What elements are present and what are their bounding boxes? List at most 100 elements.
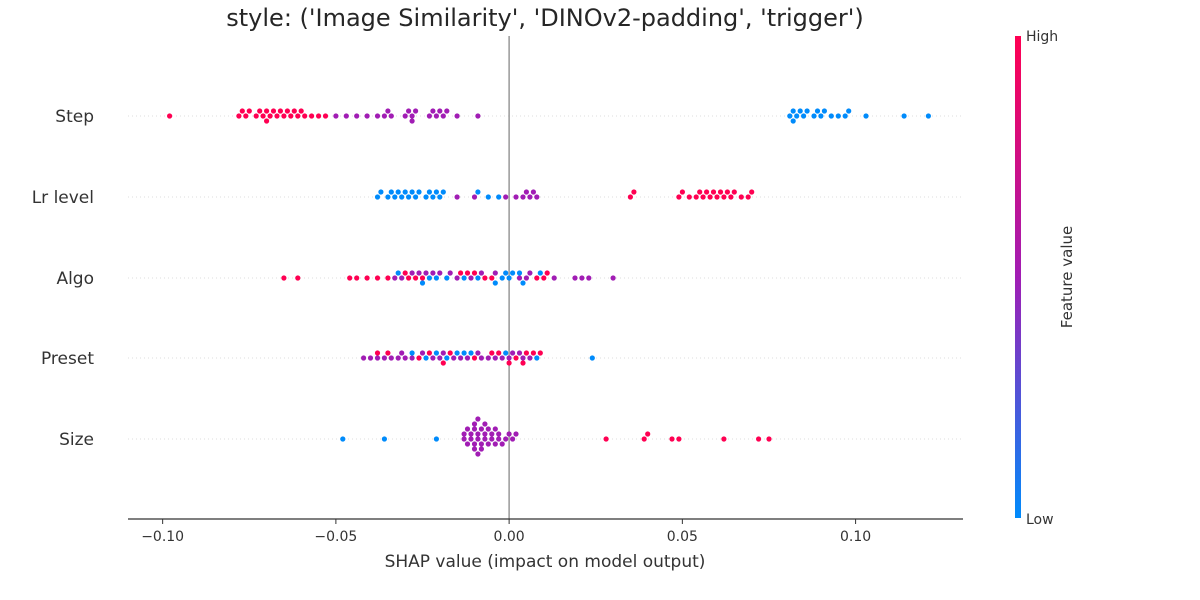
- point-1-0-5: [395, 189, 401, 195]
- point-0-2-6: [804, 108, 810, 114]
- data-points: [167, 108, 932, 457]
- point-3-0-20: [499, 355, 505, 361]
- point-2-1-16: [572, 275, 578, 281]
- point-2-0-1: [295, 275, 301, 281]
- point-4-1-11: [475, 431, 481, 437]
- point-0-1-17: [440, 113, 446, 119]
- point-3-0-7: [402, 355, 408, 361]
- point-4-1-18: [482, 431, 488, 437]
- point-4-2-3: [669, 436, 675, 442]
- point-0-2-1: [790, 108, 796, 114]
- point-2-0-17: [541, 275, 547, 281]
- point-0-2-13: [842, 113, 848, 119]
- point-3-2-6: [468, 350, 474, 356]
- point-0-1-2: [354, 113, 360, 119]
- point-3-0-24: [520, 355, 526, 361]
- point-0-1-6: [385, 108, 391, 114]
- point-0-0-7: [260, 113, 266, 119]
- point-2-0-10: [419, 275, 426, 281]
- point-2-2-4: [444, 275, 450, 281]
- feature-label-3: Preset: [41, 349, 94, 369]
- point-2-1-10: [478, 270, 484, 276]
- point-2-1-12: [516, 275, 523, 281]
- point-0-1-12: [413, 108, 419, 114]
- point-4-0-1: [381, 436, 387, 442]
- point-2-2-10: [506, 275, 512, 281]
- point-0-2-7: [811, 113, 817, 119]
- point-2-2-2: [426, 275, 432, 281]
- point-3-1-2: [416, 355, 422, 361]
- point-0-2-11: [828, 113, 834, 119]
- point-2-0-2: [347, 275, 353, 281]
- point-1-0-8: [406, 194, 412, 200]
- point-2-1-4: [423, 270, 429, 276]
- point-3-0-5: [395, 355, 401, 361]
- feature-label-2: Algo: [56, 269, 94, 289]
- point-3-0-4: [388, 355, 394, 361]
- point-0-0-15: [284, 108, 290, 114]
- point-4-1-16: [478, 446, 484, 452]
- point-3-1-3: [426, 350, 432, 356]
- point-0-0-12: [274, 113, 280, 119]
- point-4-2-5: [721, 436, 727, 442]
- point-3-0-2: [374, 355, 381, 361]
- point-4-1-12: [475, 451, 481, 457]
- point-1-0-7: [402, 189, 408, 195]
- point-2-1-8: [454, 275, 460, 281]
- point-3-0-23: [516, 350, 523, 356]
- point-0-1-1: [343, 113, 349, 119]
- point-0-0-11: [270, 108, 277, 114]
- point-0-1-13: [426, 113, 432, 119]
- point-0-2-16: [901, 113, 907, 119]
- point-2-0-18: [544, 270, 550, 276]
- point-3-2-9: [589, 355, 595, 361]
- point-3-0-19: [492, 355, 498, 361]
- point-1-2-3: [679, 189, 686, 195]
- point-0-0-0: [167, 113, 173, 119]
- point-2-1-11: [492, 270, 498, 276]
- point-4-1-23: [489, 431, 495, 437]
- point-4-1-0: [461, 436, 467, 442]
- point-2-2-8: [499, 275, 505, 281]
- point-4-1-27: [496, 431, 502, 437]
- point-2-2-13: [520, 280, 526, 286]
- point-1-0-18: [475, 189, 481, 195]
- point-1-2-11: [714, 194, 720, 200]
- point-2-1-13: [523, 275, 530, 281]
- point-0-1-14: [430, 108, 436, 114]
- point-3-0-0: [361, 355, 367, 361]
- point-3-1-11: [520, 360, 526, 366]
- point-3-2-7: [503, 350, 509, 356]
- point-1-2-14: [724, 189, 731, 195]
- point-1-0-4: [392, 194, 398, 200]
- point-1-0-20: [496, 194, 502, 200]
- point-0-2-12: [835, 113, 841, 119]
- point-2-0-12: [464, 270, 471, 276]
- point-3-0-25: [527, 355, 533, 361]
- point-1-2-10: [710, 189, 717, 195]
- point-1-0-16: [437, 194, 443, 200]
- point-1-0-10: [413, 194, 419, 200]
- point-3-1-5: [447, 350, 453, 356]
- point-4-1-31: [509, 436, 516, 442]
- point-3-1-12: [523, 350, 530, 356]
- point-3-2-0: [409, 350, 415, 356]
- point-0-2-0: [787, 113, 793, 119]
- point-0-0-1: [236, 113, 242, 119]
- point-1-0-6: [399, 194, 405, 200]
- point-0-1-10: [409, 113, 415, 119]
- point-1-2-9: [707, 194, 713, 200]
- point-2-0-0: [281, 275, 287, 281]
- point-0-2-8: [814, 108, 821, 114]
- point-0-2-17: [925, 113, 932, 119]
- point-4-1-29: [503, 436, 509, 442]
- point-2-2-9: [503, 270, 509, 276]
- point-2-0-9: [413, 275, 419, 281]
- point-3-2-8: [534, 355, 540, 361]
- point-3-1-1: [385, 350, 391, 356]
- point-3-1-6: [471, 355, 478, 361]
- point-2-1-0: [392, 275, 398, 281]
- point-2-1-5: [430, 270, 436, 276]
- point-0-0-2: [239, 108, 245, 114]
